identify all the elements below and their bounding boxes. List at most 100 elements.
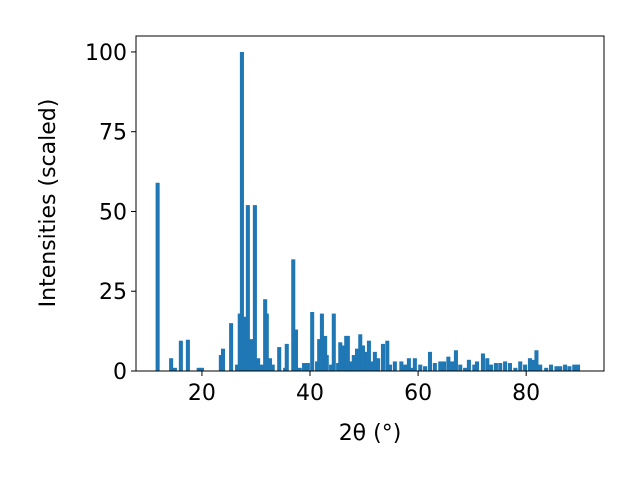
bar — [370, 361, 375, 371]
bar — [534, 350, 539, 371]
y-tick-label: 75 — [99, 121, 127, 146]
bar — [155, 182, 160, 371]
bar — [438, 361, 443, 371]
bar — [220, 348, 226, 371]
bar — [291, 259, 296, 371]
bar — [503, 361, 508, 371]
y-tick-label: 50 — [99, 200, 127, 225]
bar — [372, 351, 377, 371]
bar — [270, 364, 275, 371]
bar — [267, 358, 273, 371]
bar — [340, 345, 346, 371]
bar — [403, 364, 408, 371]
x-tick-label: 20 — [188, 381, 216, 406]
bar — [297, 367, 302, 371]
plot-frame — [135, 35, 605, 372]
bar — [239, 51, 244, 371]
bar — [302, 363, 307, 371]
bar — [264, 313, 269, 371]
bar — [493, 363, 498, 371]
bar — [351, 355, 356, 371]
y-axis-label: Intensities (scaled) — [36, 99, 61, 308]
bar — [450, 361, 455, 371]
bar — [323, 335, 328, 371]
bar — [349, 361, 354, 371]
bar — [485, 358, 490, 371]
bar — [472, 364, 477, 371]
bar — [218, 355, 223, 371]
x-tick-label: 80 — [512, 381, 540, 406]
bar — [243, 316, 248, 371]
y-tick-label: 0 — [113, 360, 127, 385]
bar — [554, 366, 559, 371]
bar — [315, 361, 320, 371]
bar — [442, 361, 447, 371]
bar — [366, 340, 371, 371]
bar — [376, 358, 381, 371]
bar — [410, 367, 415, 371]
bar — [229, 323, 234, 371]
y-tick-label: 25 — [99, 280, 127, 305]
bar — [385, 340, 390, 371]
bar — [293, 329, 298, 371]
bar — [531, 359, 536, 371]
bar — [399, 361, 404, 371]
bar — [277, 347, 282, 371]
bar — [324, 355, 329, 371]
bar — [489, 364, 494, 371]
bar — [392, 361, 397, 371]
bar — [412, 358, 417, 371]
bar — [256, 358, 261, 371]
bar — [523, 364, 528, 371]
bar — [518, 361, 523, 371]
bar — [463, 367, 468, 371]
bar — [549, 364, 554, 371]
bar — [538, 364, 543, 371]
bar — [259, 364, 264, 371]
bar — [458, 364, 463, 371]
bar — [406, 358, 411, 371]
bar — [178, 340, 183, 371]
x-tick-label: 60 — [404, 381, 432, 406]
bar — [558, 366, 563, 371]
bar — [432, 363, 437, 371]
bar — [196, 367, 201, 371]
bar — [387, 364, 393, 371]
bar — [172, 367, 177, 371]
bar — [513, 367, 518, 371]
bar — [235, 364, 240, 371]
bar — [355, 348, 360, 371]
bar — [336, 363, 341, 371]
bar — [427, 351, 433, 371]
bar — [345, 335, 350, 371]
bar — [245, 205, 250, 371]
bar — [305, 363, 310, 371]
bar — [358, 334, 363, 371]
bar — [331, 313, 336, 371]
bar — [249, 339, 254, 371]
bar — [252, 205, 257, 371]
bar — [446, 356, 451, 371]
bar — [237, 313, 242, 371]
bar — [453, 350, 458, 371]
bar — [572, 364, 577, 371]
bar — [480, 353, 485, 371]
bar — [418, 364, 423, 371]
x-axis-label: 2θ (°) — [339, 421, 402, 446]
bar — [310, 311, 315, 371]
bar — [498, 363, 503, 371]
bar — [563, 364, 568, 371]
bar — [423, 366, 428, 371]
bar — [169, 358, 174, 371]
bar — [317, 339, 322, 371]
bar — [319, 313, 324, 371]
bar — [576, 364, 581, 371]
bar — [507, 363, 512, 371]
bar — [338, 342, 343, 371]
x-tick-label: 40 — [296, 381, 324, 406]
bar — [380, 343, 385, 371]
bar — [185, 339, 190, 371]
bar — [199, 367, 204, 371]
bar — [527, 358, 532, 371]
